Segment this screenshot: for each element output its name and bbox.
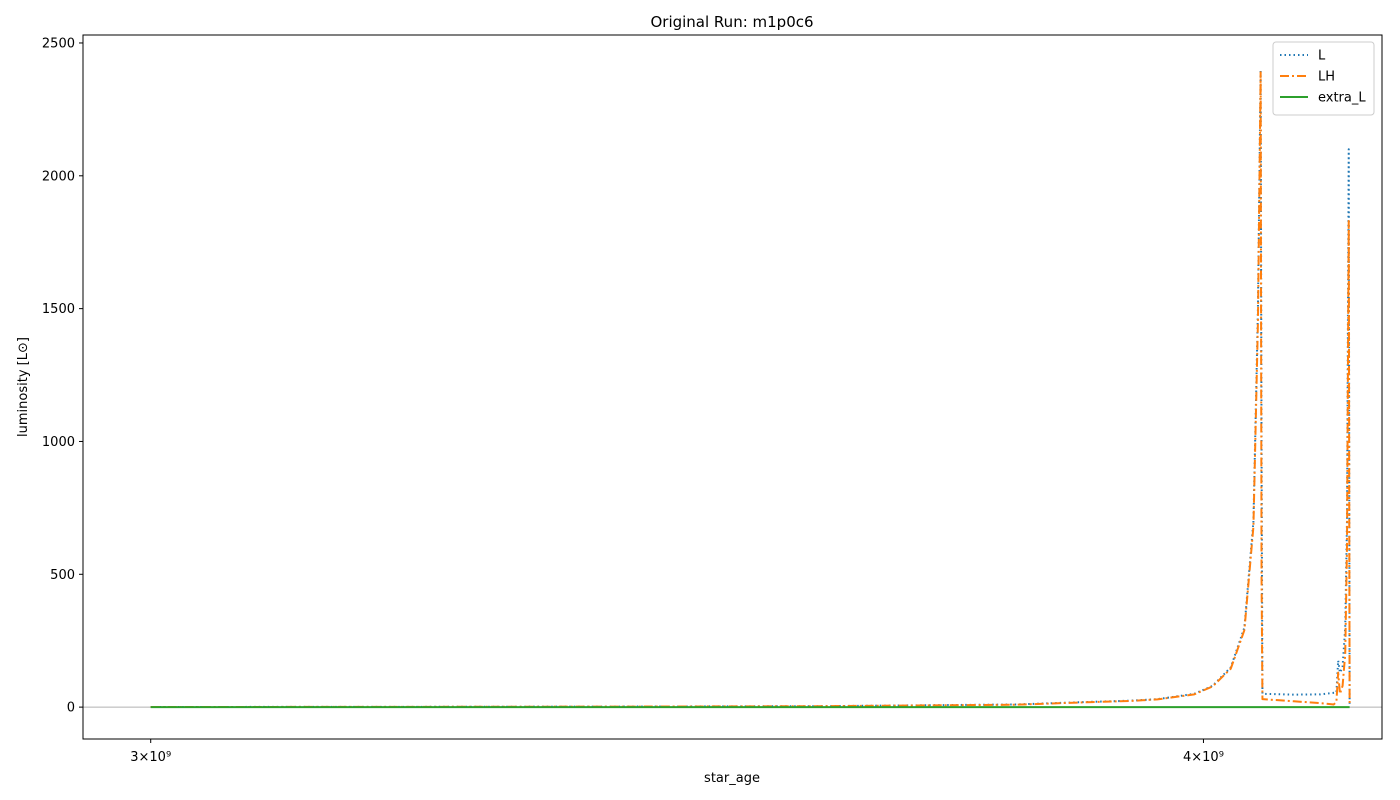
legend-label: LH bbox=[1318, 70, 1335, 85]
x-axis-label: star_age bbox=[704, 771, 760, 786]
y-tick-label: 0 bbox=[67, 701, 75, 716]
legend: L LH extra_L bbox=[1272, 41, 1375, 116]
x-tick-label: 3×10⁹ bbox=[130, 750, 171, 765]
plot-area-frame bbox=[82, 34, 1383, 740]
legend-label: L bbox=[1318, 49, 1326, 64]
chart-title: Original Run: m1p0c6 bbox=[650, 13, 813, 31]
y-tick-label: 1500 bbox=[42, 302, 75, 317]
series-line-l bbox=[150, 68, 1351, 708]
y-tick-label: 500 bbox=[50, 568, 75, 583]
y-tick-label: 2000 bbox=[42, 169, 75, 184]
x-tick-label: 4×10⁹ bbox=[1183, 750, 1224, 765]
series-line-lh bbox=[150, 71, 1351, 709]
legend-label: extra_L bbox=[1318, 91, 1366, 106]
y-tick-label: 1000 bbox=[42, 435, 75, 450]
y-tick-label: 2500 bbox=[42, 36, 75, 51]
y-axis-label: luminosity [L⊙] bbox=[16, 337, 31, 437]
